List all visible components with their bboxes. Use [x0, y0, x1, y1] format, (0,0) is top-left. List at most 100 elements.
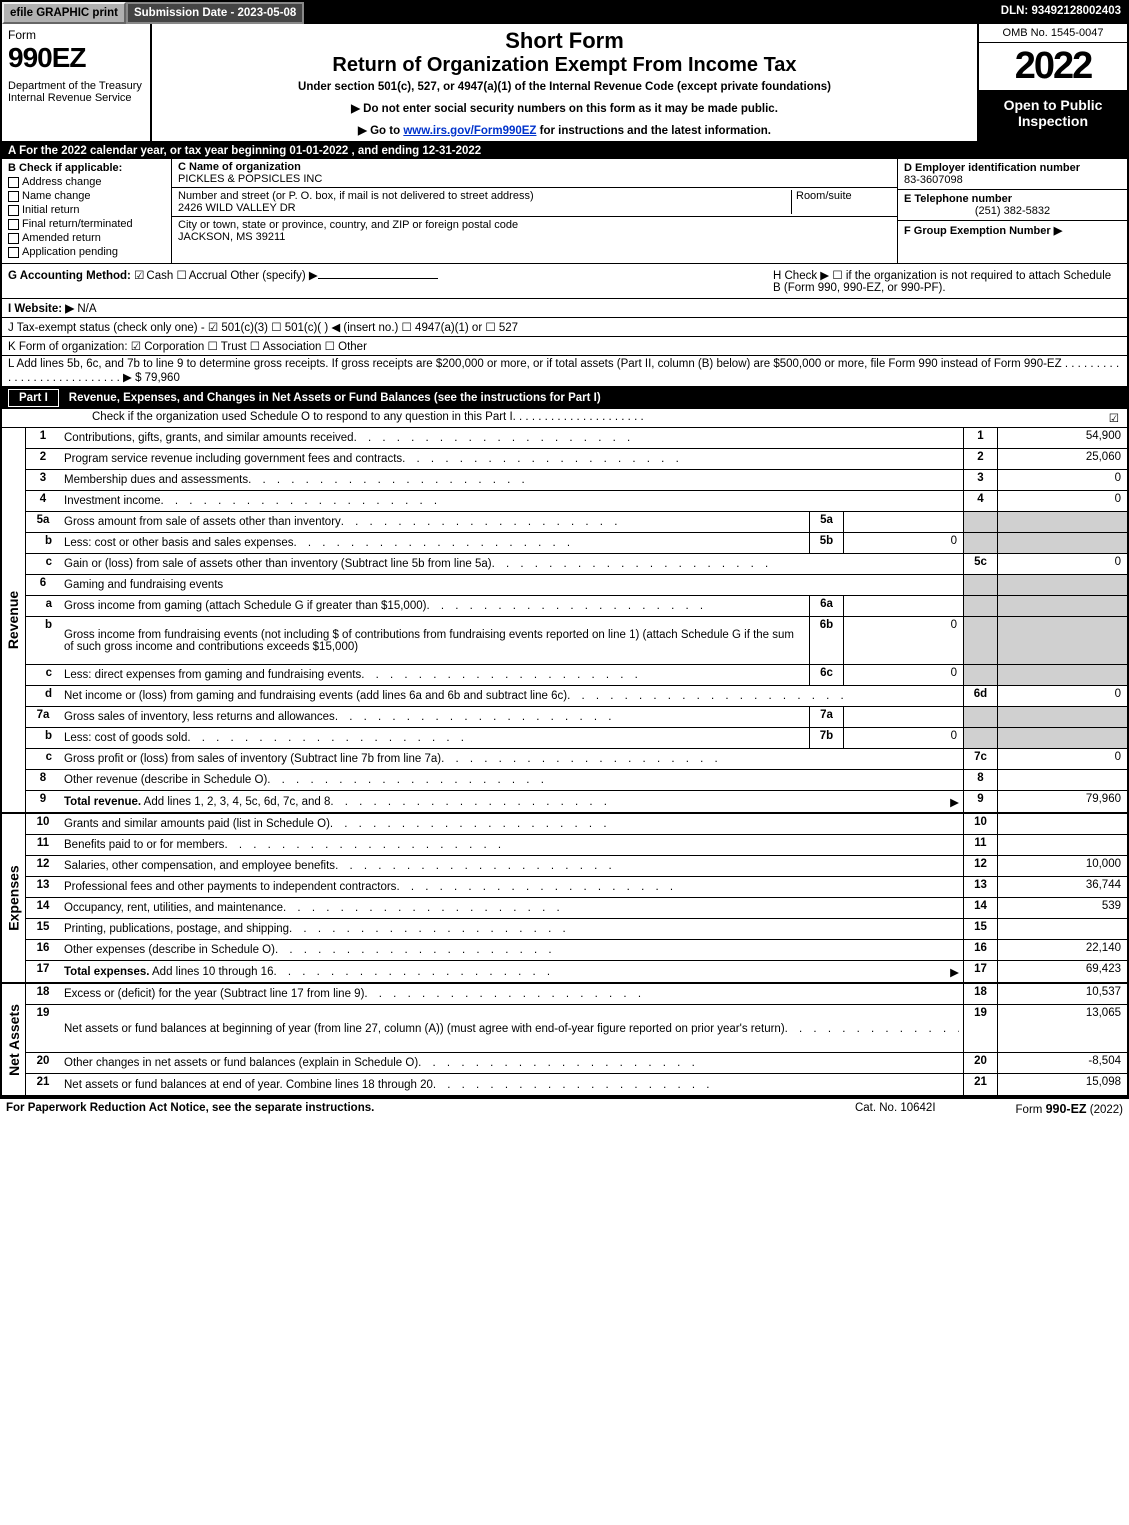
dots: . . . . . . . . . . . . . . . . . . . .	[335, 860, 959, 872]
end-line-number	[963, 617, 997, 664]
end-line-value	[997, 533, 1127, 553]
end-line-number: 10	[963, 814, 997, 834]
part-title: Revenue, Expenses, and Changes in Net As…	[69, 392, 1121, 404]
chk-initial-return[interactable]: Initial return	[8, 204, 165, 216]
line-row: 5aGross amount from sale of assets other…	[26, 512, 1127, 533]
section-f: F Group Exemption Number ▶	[898, 221, 1127, 263]
ein-value: 83-3607098	[904, 174, 963, 186]
other-specify: Other (specify) ▶	[230, 270, 317, 282]
chk-amended-return[interactable]: Amended return	[8, 232, 165, 244]
end-line-number: 19	[963, 1005, 997, 1052]
line-number: 3	[26, 470, 60, 490]
line-row: cLess: direct expenses from gaming and f…	[26, 665, 1127, 686]
line-row: 17Total expenses. Add lines 10 through 1…	[26, 961, 1127, 982]
line-number: 11	[26, 835, 60, 855]
end-line-number: 16	[963, 940, 997, 960]
mid-line-value	[843, 596, 963, 616]
line-description: Net assets or fund balances at end of ye…	[60, 1074, 963, 1095]
dots: . . . . . . . . . . . . . . . . . . . .	[273, 966, 950, 978]
footer-left: For Paperwork Reduction Act Notice, see …	[6, 1102, 855, 1116]
mid-line-number: 7a	[809, 707, 843, 727]
section-ghijkl: G Accounting Method: Cash Accrual Other …	[2, 264, 1127, 387]
line-number: 20	[26, 1053, 60, 1073]
form-container: efile GRAPHIC print Submission Date - 20…	[0, 0, 1129, 1099]
gross-receipts-value: ▶ $ 79,960	[123, 372, 180, 384]
end-line-value: 13,065	[997, 1005, 1127, 1052]
chk-name-change[interactable]: Name change	[8, 190, 165, 202]
end-line-number: 17	[963, 961, 997, 982]
end-line-value	[997, 665, 1127, 685]
section-b-label: B Check if applicable:	[8, 162, 165, 174]
end-line-number	[963, 665, 997, 685]
section-g: G Accounting Method: Cash Accrual Other …	[2, 264, 767, 298]
line-description: Printing, publications, postage, and shi…	[60, 919, 963, 939]
form-title-1: Short Form	[160, 28, 969, 54]
line-row: 21Net assets or fund balances at end of …	[26, 1074, 1127, 1095]
end-line-value	[997, 596, 1127, 616]
irs-link[interactable]: www.irs.gov/Form990EZ	[403, 125, 536, 137]
chk-address-change[interactable]: Address change	[8, 176, 165, 188]
chk-cash[interactable]: Cash	[134, 270, 173, 282]
line-number: b	[26, 617, 60, 664]
dots: . . . . . . . . . . . . . . . . . . . .	[224, 839, 959, 851]
mid-line-number: 6c	[809, 665, 843, 685]
line-row: dNet income or (loss) from gaming and fu…	[26, 686, 1127, 707]
revenue-rows: 1Contributions, gifts, grants, and simil…	[26, 428, 1127, 812]
header-right: OMB No. 1545-0047 2022 Open to Public In…	[977, 24, 1127, 141]
line-description: Program service revenue including govern…	[60, 449, 963, 469]
room-suite-label: Room/suite	[796, 190, 852, 202]
dots: . . . . . . . . . . . . . . . . . . . .	[187, 732, 805, 744]
line-number: 15	[26, 919, 60, 939]
mid-line-number: 5a	[809, 512, 843, 532]
section-e: E Telephone number (251) 382-5832	[898, 190, 1127, 221]
form-number: 990EZ	[8, 42, 144, 74]
schedule-o-checkbox[interactable]	[1109, 411, 1121, 425]
form-title-2: Return of Organization Exempt From Incom…	[160, 54, 969, 77]
dots: . . . . . . . . . . . . . . . . . . . .	[441, 753, 959, 765]
line-description: Other changes in net assets or fund bala…	[60, 1053, 963, 1073]
chk-final-return[interactable]: Final return/terminated	[8, 218, 165, 230]
tax-year: 2022	[979, 43, 1127, 91]
mid-line-value	[843, 707, 963, 727]
efile-print-button[interactable]: efile GRAPHIC print	[2, 2, 126, 24]
dots: . . . . . . . . . . . . . . . . . . . .	[330, 796, 950, 808]
line-row: 19Net assets or fund balances at beginni…	[26, 1005, 1127, 1053]
end-line-number: 14	[963, 898, 997, 918]
line-description: Gross amount from sale of assets other t…	[60, 512, 809, 532]
header-center: Short Form Return of Organization Exempt…	[152, 24, 977, 141]
line-number: b	[26, 728, 60, 748]
page-footer: For Paperwork Reduction Act Notice, see …	[0, 1099, 1129, 1119]
end-line-number	[963, 512, 997, 532]
line-number: b	[26, 533, 60, 553]
mid-line-value: 0	[843, 533, 963, 553]
end-line-value: 79,960	[997, 791, 1127, 812]
mid-line-value	[843, 512, 963, 532]
line-row: 4Investment income . . . . . . . . . . .…	[26, 491, 1127, 512]
end-line-value: 10,000	[997, 856, 1127, 876]
end-line-number	[963, 533, 997, 553]
form-note-2: ▶ Go to www.irs.gov/Form990EZ for instru…	[160, 123, 969, 137]
line-number: c	[26, 665, 60, 685]
end-line-value	[997, 707, 1127, 727]
line-row: cGross profit or (loss) from sales of in…	[26, 749, 1127, 770]
expenses-rows: 10Grants and similar amounts paid (list …	[26, 814, 1127, 982]
end-line-number	[963, 707, 997, 727]
line-number: 6	[26, 575, 60, 595]
form-word: Form	[8, 28, 144, 42]
revenue-sidelabel: Revenue	[2, 428, 26, 812]
line-number: 21	[26, 1074, 60, 1095]
end-line-number: 9	[963, 791, 997, 812]
chk-accrual[interactable]: Accrual	[176, 270, 227, 282]
street-row: Number and street (or P. O. box, if mail…	[172, 188, 897, 217]
chk-application-pending[interactable]: Application pending	[8, 246, 165, 258]
footer-right: Form 990-EZ (2022)	[1016, 1102, 1123, 1116]
end-line-value: 0	[997, 749, 1127, 769]
line-description: Gross sales of inventory, less returns a…	[60, 707, 809, 727]
line-description: Gross income from gaming (attach Schedul…	[60, 596, 809, 616]
dots: . . . . . . . . . . . . . . . . . . . .	[402, 453, 959, 465]
line-description: Other revenue (describe in Schedule O) .…	[60, 770, 963, 790]
end-line-value: 25,060	[997, 449, 1127, 469]
expenses-sidelabel: Expenses	[2, 814, 26, 982]
street-label: Number and street (or P. O. box, if mail…	[178, 190, 534, 202]
end-line-number: 12	[963, 856, 997, 876]
